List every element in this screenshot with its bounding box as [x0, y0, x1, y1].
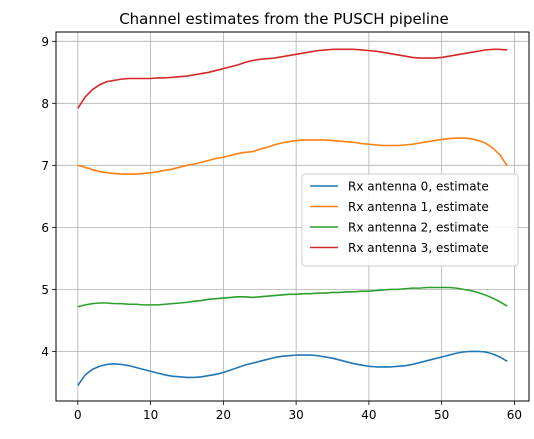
x-tick-label: 40 — [361, 408, 376, 422]
x-tick-label: 50 — [434, 408, 449, 422]
legend-label: Rx antenna 3, estimate — [348, 241, 489, 255]
legend-label: Rx antenna 1, estimate — [348, 200, 489, 214]
x-tick-label: 0 — [74, 408, 82, 422]
x-tick-label: 20 — [216, 408, 231, 422]
axis-ticks: 0 10 20 30 40 50 60 4 5 6 7 8 9 — [41, 35, 522, 422]
series-lines — [77, 48, 508, 386]
y-tick-label: 5 — [41, 283, 49, 297]
x-tick-label: 30 — [288, 408, 303, 422]
y-tick-label: 6 — [41, 221, 49, 235]
chart-title: Channel estimates from the PUSCH pipelin… — [119, 10, 449, 28]
series-line-rx-antenna-3 — [77, 48, 508, 109]
legend-box — [301, 173, 519, 267]
legend-label: Rx antenna 0, estimate — [348, 180, 489, 194]
x-tick-label: 60 — [507, 408, 522, 422]
y-tick-label: 4 — [41, 345, 49, 359]
y-tick-label: 7 — [41, 159, 49, 173]
legend-label: Rx antenna 2, estimate — [348, 221, 489, 235]
series-line-rx-antenna-0 — [77, 350, 508, 386]
x-tick-label: 10 — [143, 408, 158, 422]
y-tick-label: 9 — [41, 35, 49, 49]
series-line-rx-antenna-1 — [77, 137, 508, 175]
y-tick-label: 8 — [41, 97, 49, 111]
series-line-rx-antenna-2 — [77, 286, 508, 308]
legend: Rx antenna 0, estimate Rx antenna 1, esti… — [301, 173, 519, 267]
plot-frame — [55, 31, 530, 402]
